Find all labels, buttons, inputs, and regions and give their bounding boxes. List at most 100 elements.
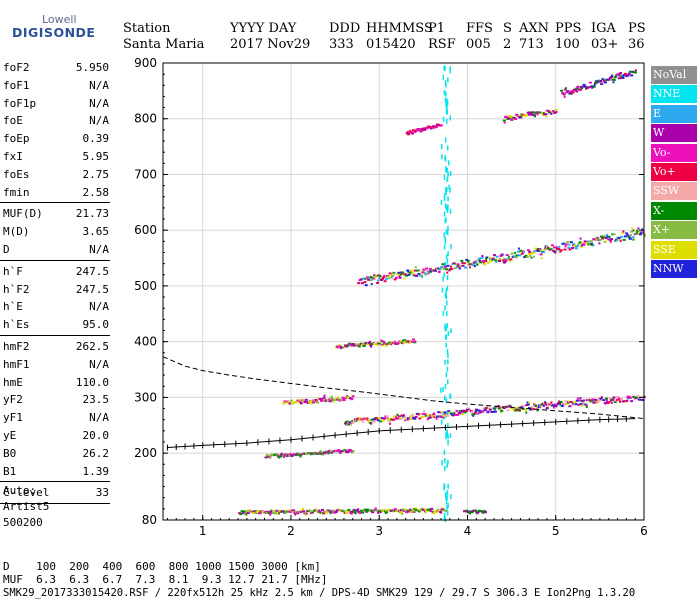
- interference-mark: [445, 499, 448, 505]
- echo-mark: [379, 420, 383, 423]
- echo-mark: [410, 511, 414, 514]
- echo-mark: [460, 259, 464, 262]
- echo-mark: [480, 256, 484, 259]
- echo-mark: [530, 406, 534, 409]
- echo-mark: [522, 404, 526, 407]
- interference-mark: [447, 145, 449, 151]
- echo-mark: [391, 418, 395, 421]
- echo-mark: [610, 75, 614, 78]
- echo-mark: [509, 258, 513, 261]
- echo-mark: [609, 240, 612, 243]
- param-name: h`Es: [3, 318, 30, 332]
- echo-mark: [509, 115, 513, 118]
- interference-mark: [449, 393, 451, 399]
- interference-mark: [444, 395, 446, 401]
- echo-mark: [522, 114, 526, 117]
- interference-mark: [443, 90, 446, 96]
- echo-mark: [299, 402, 303, 405]
- echo-mark: [481, 410, 485, 413]
- echo-mark: [491, 258, 494, 261]
- echo-mark: [486, 261, 490, 264]
- echo-mark: [583, 243, 586, 246]
- echo-mark: [299, 400, 302, 403]
- echo-mark: [528, 252, 531, 255]
- s-value: 2: [503, 37, 512, 52]
- echo-mark: [347, 450, 350, 453]
- echo-mark: [588, 81, 592, 84]
- echo-mark: [562, 242, 566, 245]
- interference-mark: [443, 449, 446, 455]
- echo-mark: [617, 236, 621, 239]
- interference-mark: [445, 342, 448, 348]
- echo-mark: [367, 418, 370, 421]
- echo-mark: [592, 398, 595, 401]
- echo-mark: [322, 512, 326, 515]
- param-value: 1.39: [82, 464, 110, 478]
- echo-mark: [331, 395, 334, 398]
- param-name: fmin: [3, 185, 30, 199]
- echo-mark: [616, 239, 619, 242]
- echo-mark: [287, 509, 291, 512]
- param-name: D: [3, 243, 10, 256]
- echo-mark: [435, 417, 438, 420]
- echo-mark: [574, 403, 578, 406]
- echo-mark: [346, 510, 350, 513]
- echo-mark: [264, 456, 268, 459]
- param-name: foF1: [3, 78, 30, 92]
- curves: [162, 356, 645, 451]
- echo-mark: [357, 282, 361, 285]
- echo-mark: [563, 88, 567, 91]
- param-value: 247.5: [75, 264, 109, 278]
- echo-mark: [442, 414, 446, 417]
- echo-mark: [637, 231, 641, 234]
- echo-mark: [366, 508, 370, 511]
- doy-value: 333: [329, 37, 354, 52]
- echo-mark: [281, 453, 284, 456]
- echo-mark: [418, 128, 422, 131]
- echo-mark: [396, 413, 399, 416]
- echo-mark: [282, 402, 286, 405]
- echo-mark: [427, 271, 431, 274]
- echo-mark: [627, 397, 630, 400]
- echo-mark: [641, 231, 645, 234]
- echo-mark: [501, 259, 505, 262]
- echo-mark: [259, 512, 262, 515]
- echo-mark: [412, 129, 416, 132]
- echo-mark: [391, 341, 395, 344]
- echo-mark: [536, 113, 539, 116]
- echo-mark: [516, 406, 519, 409]
- echo-mark: [559, 250, 562, 253]
- echo-mark: [545, 245, 549, 248]
- echo-mark: [318, 398, 322, 401]
- echo-mark: [399, 416, 402, 419]
- legend-item: NNE: [651, 85, 697, 104]
- echo-mark: [462, 410, 465, 413]
- echo-mark: [438, 267, 442, 270]
- echo-mark: [601, 78, 605, 81]
- echo-mark: [527, 401, 530, 404]
- interference-mark: [445, 91, 447, 97]
- echo-mark: [288, 402, 292, 405]
- echo-mark: [320, 512, 323, 515]
- echo-mark: [528, 407, 532, 410]
- echo-mark: [605, 399, 608, 402]
- echo-mark: [308, 401, 311, 404]
- echo-mark: [471, 410, 474, 413]
- echo-mark: [294, 510, 298, 513]
- param-value: N/A: [89, 96, 109, 110]
- echo-mark: [473, 411, 477, 414]
- echo-mark: [406, 418, 409, 421]
- echo-mark: [425, 509, 429, 512]
- interference-mark: [442, 310, 445, 316]
- echo-mark: [473, 265, 476, 268]
- echo-mark: [395, 416, 398, 419]
- echo-mark: [448, 411, 452, 414]
- echo-mark: [417, 273, 421, 276]
- echo-mark: [494, 259, 498, 262]
- interference-mark: [443, 244, 446, 250]
- param-name: foE: [3, 114, 23, 128]
- echo-mark: [393, 508, 397, 511]
- interference-mark: [446, 429, 448, 435]
- echo-mark: [402, 341, 405, 344]
- echo-mark: [332, 509, 336, 512]
